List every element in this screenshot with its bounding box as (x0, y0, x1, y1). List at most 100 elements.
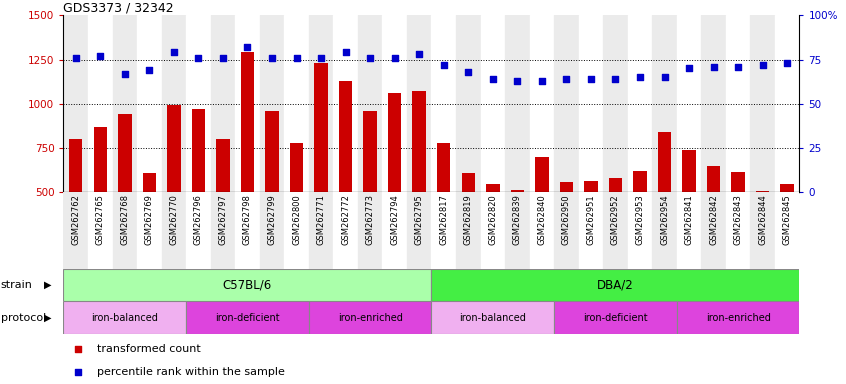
Bar (732, 172, 744, 280)
Text: GSM262768: GSM262768 (120, 194, 129, 245)
Text: DBA/2: DBA/2 (597, 279, 634, 291)
Bar (481, 192, 505, 269)
Bar (413, 91, 426, 280)
Bar (603, 15, 628, 192)
Bar (505, 15, 530, 192)
Point (437, 62, 450, 68)
Text: GSM262769: GSM262769 (145, 194, 154, 245)
Bar (162, 15, 186, 192)
Bar (701, 192, 726, 269)
Point (265, 55, 278, 61)
Text: GSM262839: GSM262839 (513, 194, 522, 245)
Bar (431, 15, 456, 192)
Bar (309, 192, 333, 269)
Text: GSM262842: GSM262842 (709, 194, 718, 245)
Text: GSM262770: GSM262770 (169, 194, 179, 245)
Bar (781, 184, 794, 280)
Bar (579, 15, 603, 192)
Text: GSM262952: GSM262952 (611, 194, 620, 245)
Text: GSM262843: GSM262843 (733, 194, 743, 245)
Text: GSM262795: GSM262795 (415, 194, 424, 245)
Bar (333, 15, 358, 192)
Text: GSM262771: GSM262771 (316, 194, 326, 245)
Bar (431, 269, 799, 301)
Point (69, 55, 82, 61)
Bar (634, 171, 646, 280)
Point (558, 243, 572, 249)
Bar (701, 15, 726, 192)
Bar (186, 15, 211, 192)
Bar (530, 192, 554, 269)
Text: GDS3373 / 32342: GDS3373 / 32342 (63, 1, 174, 14)
Bar (260, 192, 284, 269)
Text: GSM262762: GSM262762 (71, 194, 80, 245)
Bar (750, 15, 775, 192)
Text: GSM262840: GSM262840 (537, 194, 547, 245)
Bar (628, 15, 652, 192)
Bar (235, 15, 260, 192)
Point (633, 74, 646, 80)
Bar (756, 191, 769, 280)
Bar (284, 192, 309, 269)
Bar (63, 301, 186, 334)
Bar (554, 192, 579, 269)
Bar (63, 15, 88, 192)
Text: percentile rank within the sample: percentile rank within the sample (96, 366, 284, 377)
Bar (88, 192, 113, 269)
Bar (364, 111, 376, 280)
Text: protocol: protocol (1, 313, 46, 323)
Bar (585, 180, 597, 280)
Bar (211, 192, 235, 269)
Bar (137, 15, 162, 192)
Text: GSM262773: GSM262773 (365, 194, 375, 245)
Point (93, 53, 107, 59)
Bar (579, 192, 603, 269)
Bar (168, 106, 180, 280)
Bar (339, 81, 352, 280)
Text: iron-deficient: iron-deficient (215, 313, 280, 323)
Bar (775, 15, 799, 192)
Bar (118, 114, 131, 280)
Text: GSM262951: GSM262951 (586, 194, 596, 245)
Bar (382, 15, 407, 192)
Point (706, 63, 720, 70)
Bar (162, 192, 186, 269)
Text: GSM262953: GSM262953 (635, 194, 645, 245)
Point (314, 55, 327, 61)
Text: GSM262819: GSM262819 (464, 194, 473, 245)
Bar (63, 192, 88, 269)
Bar (462, 172, 475, 280)
Bar (260, 15, 284, 192)
Bar (628, 192, 652, 269)
Bar (94, 127, 107, 280)
Bar (309, 15, 333, 192)
Point (191, 55, 205, 61)
Text: GSM262820: GSM262820 (488, 194, 497, 245)
Bar (652, 192, 677, 269)
Bar (388, 93, 401, 280)
Text: strain: strain (1, 280, 33, 290)
Point (216, 55, 229, 61)
Bar (530, 15, 554, 192)
Bar (186, 301, 309, 334)
Bar (726, 192, 750, 269)
Bar (431, 301, 554, 334)
Bar (211, 15, 235, 192)
Text: iron-enriched: iron-enriched (706, 313, 771, 323)
Bar (437, 142, 450, 280)
Text: GSM262794: GSM262794 (390, 194, 399, 245)
Bar (456, 15, 481, 192)
Point (461, 69, 475, 75)
Text: GSM262765: GSM262765 (96, 194, 105, 245)
Bar (560, 182, 573, 280)
Text: ▶: ▶ (44, 313, 52, 323)
Bar (309, 301, 431, 334)
Bar (63, 269, 431, 301)
Point (584, 76, 597, 82)
Point (486, 76, 499, 82)
Bar (382, 192, 407, 269)
Bar (407, 15, 431, 192)
Bar (113, 15, 137, 192)
Point (142, 67, 156, 73)
Text: GSM262799: GSM262799 (267, 194, 277, 245)
